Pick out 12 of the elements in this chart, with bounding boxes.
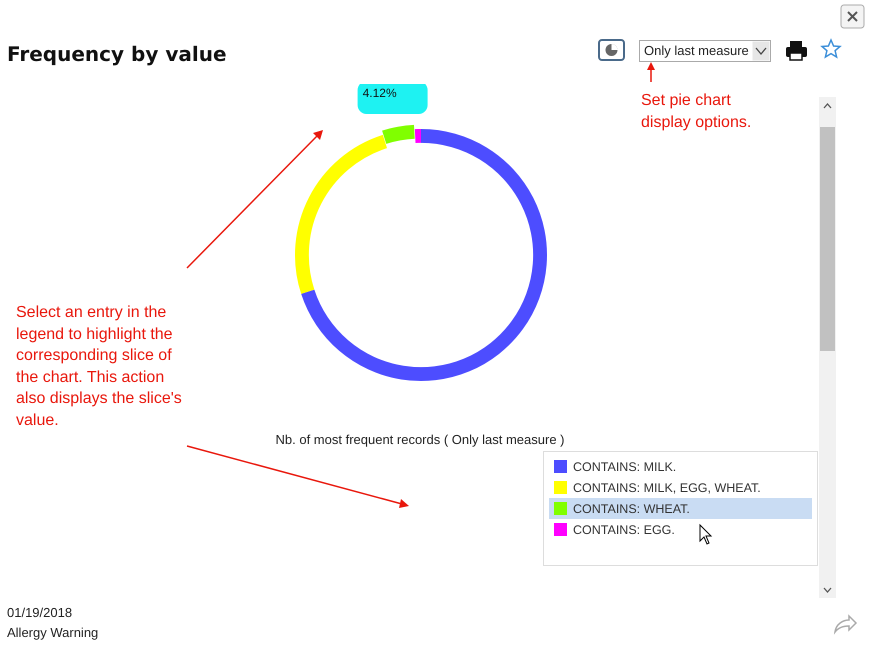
text: Only last measure: [644, 43, 750, 58]
text: Select an entry in the legend to highlight the corresponding slice of the chart. This action also displays the slice's value.: [16, 303, 183, 430]
text: Nb. of most frequent records ( Only last measure ): [274, 432, 566, 447]
legend-label: CONTAINS: MILK.: [573, 460, 676, 474]
text: 01/19/2018: [7, 605, 72, 620]
text: Allergy Warning: [7, 625, 98, 640]
text: Set pie chart display options.: [641, 91, 752, 132]
legend-label: CONTAINS: MILK, EGG, WHEAT.: [573, 480, 761, 494]
text: Frequency by value: [7, 42, 227, 66]
legend-label: CONTAINS: WHEAT.: [573, 502, 690, 516]
data-label: 4.12%: [362, 86, 397, 100]
legend-label: CONTAINS: EGG.: [573, 522, 675, 536]
